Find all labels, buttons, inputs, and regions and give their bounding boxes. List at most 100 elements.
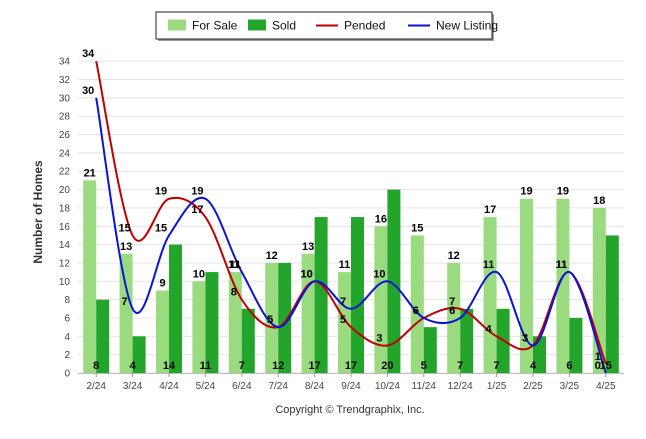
for-sale-bar <box>447 262 461 373</box>
new-listing-value-label: 15 <box>155 222 167 234</box>
for-sale-value-label: 10 <box>193 268 205 280</box>
x-tick-label: 3/24 <box>123 381 143 392</box>
sold-value-label: 7 <box>494 360 500 372</box>
y-tick-label: 18 <box>59 203 71 214</box>
for-sale-bar <box>119 253 133 373</box>
y-tick-label: 4 <box>64 332 70 343</box>
pended-value-label: 5 <box>267 314 273 326</box>
sold-bar <box>169 244 182 373</box>
for-sale-bar <box>556 198 570 373</box>
y-tick-label: 28 <box>59 112 71 123</box>
x-tick-label: 4/24 <box>159 381 179 392</box>
sold-value-label: 11 <box>200 360 212 372</box>
sold-bar <box>533 336 546 373</box>
y-axis-title: Number of Homes <box>31 160 45 264</box>
legend: For Sale Sold Pended New Listing <box>155 11 498 41</box>
for-sale-value-label: 15 <box>411 222 423 234</box>
for-sale-bar <box>410 235 424 373</box>
legend-label: For Sale <box>192 19 238 33</box>
for-sale-bar <box>520 198 533 373</box>
new-listing-value-label: 0 <box>595 360 601 372</box>
y-tick-label: 26 <box>59 130 71 141</box>
new-listing-value-label: 3 <box>522 332 528 344</box>
new-listing-value-label: 11 <box>228 259 240 271</box>
pended-value-label: 3 <box>522 332 528 344</box>
sold-value-label: 5 <box>421 360 427 372</box>
for-sale-value-label: 21 <box>84 167 96 179</box>
for-sale-bar <box>483 217 497 373</box>
for-sale-value-label: 13 <box>120 241 132 253</box>
new-listing-value-label: 11 <box>556 259 568 271</box>
sold-value-label: 6 <box>566 360 572 372</box>
pended-value-label: 8 <box>231 287 237 299</box>
sold-value-label: 8 <box>93 360 99 372</box>
sold-bar <box>351 217 364 373</box>
x-tick-label: 5/24 <box>196 381 216 392</box>
y-tick-label: 20 <box>59 185 71 196</box>
sold-value-label: 4 <box>530 360 537 372</box>
sold-bar <box>605 235 619 373</box>
pended-value-label: 1 <box>595 351 601 363</box>
sold-bar <box>205 272 219 373</box>
bars <box>83 180 619 373</box>
x-tick-label: 9/24 <box>341 381 361 392</box>
new-listing-value-label: 6 <box>413 305 419 317</box>
pended-value-label: 7 <box>449 296 455 308</box>
pended-value-label: 6 <box>413 305 419 317</box>
pended-value-label: 5 <box>340 314 346 326</box>
y-tick-label: 32 <box>59 75 71 86</box>
new-listing-line <box>95 97 607 374</box>
for-sale-value-label: 13 <box>302 241 314 253</box>
for-sale-value-label: 16 <box>375 213 387 225</box>
sold-value-label: 4 <box>130 360 137 372</box>
for-sale-value-label: 19 <box>557 186 569 198</box>
y-tick-label: 0 <box>64 369 70 380</box>
sold-bar <box>132 336 146 373</box>
new-listing-value-label: 11 <box>483 259 495 271</box>
x-tick-label: 1/25 <box>487 381 507 392</box>
y-tick-label: 12 <box>59 258 71 269</box>
sold-bar <box>96 299 110 373</box>
sold-value-label: 17 <box>308 360 320 372</box>
sold-value-label: 17 <box>345 360 357 372</box>
y-tick-label: 14 <box>59 240 71 251</box>
new-listing-value-label: 7 <box>122 296 128 308</box>
for-sale-bar <box>192 281 206 373</box>
for-sale-value-label: 17 <box>484 204 496 216</box>
pended-value-label: 34 <box>82 48 95 60</box>
legend-label: Sold <box>272 19 296 33</box>
new-listing-value-label: 19 <box>191 186 203 198</box>
for-sale-bar <box>228 272 242 373</box>
pended-value-label: 17 <box>191 204 203 216</box>
new-listing-value-label: 30 <box>82 85 94 97</box>
x-tick-label: 3/25 <box>560 381 580 392</box>
legend-label: Pended <box>344 19 385 33</box>
x-tick-label: 2/25 <box>523 381 543 392</box>
y-tick-label: 16 <box>59 222 71 233</box>
legend-swatch <box>168 19 186 31</box>
sold-bar <box>314 217 328 373</box>
for-sale-value-label: 11 <box>339 259 351 271</box>
x-tick-label: 8/24 <box>305 381 325 392</box>
pended-value-label: 3 <box>376 332 382 344</box>
for-sale-bar <box>156 290 169 373</box>
sold-bar <box>387 189 401 373</box>
x-tick-label: 7/24 <box>268 381 288 392</box>
x-tick-label: 11/24 <box>412 381 437 392</box>
y-tick-label: 30 <box>59 93 71 104</box>
sold-value-label: 20 <box>381 360 393 372</box>
pended-value-label: 15 <box>118 222 130 234</box>
x-tick-label: 6/24 <box>232 381 252 392</box>
legend-label: New Listing <box>436 19 498 33</box>
sold-bar <box>278 262 292 373</box>
for-sale-value-label: 19 <box>520 186 532 198</box>
new-listing-value-label: 7 <box>340 296 346 308</box>
y-tick-label: 2 <box>64 350 70 361</box>
for-sale-bar <box>374 226 388 373</box>
for-sale-value-label: 18 <box>593 195 605 207</box>
y-tick-label: 10 <box>59 277 71 288</box>
